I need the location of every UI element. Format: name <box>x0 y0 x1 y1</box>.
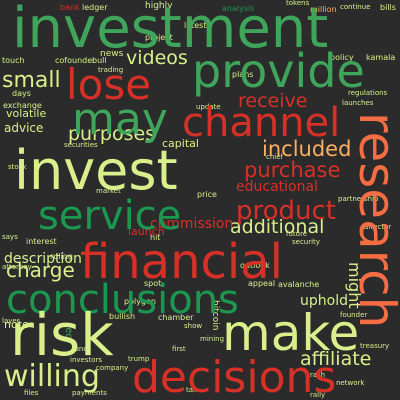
word-lose: lose <box>66 60 152 109</box>
word-description: description <box>4 251 82 267</box>
word-kamala: kamala <box>366 53 396 62</box>
word-tax: tax <box>186 386 198 394</box>
word-bullish: bullish <box>109 312 136 321</box>
word-network: network <box>336 379 365 387</box>
word-purchase: purchase <box>244 158 341 182</box>
word-plans: plans <box>232 70 254 79</box>
word-bills: bills <box>380 3 396 12</box>
word-founder: founder <box>340 311 368 319</box>
word-purposes: purposes <box>68 123 156 145</box>
word-small: small <box>2 68 61 93</box>
word-attorney: attorney <box>2 263 32 271</box>
word-financial: financial <box>80 234 283 290</box>
word-risk: risk <box>10 301 114 369</box>
word-policy: policy <box>330 53 354 62</box>
word-additional: additional <box>230 216 325 238</box>
word-price: price <box>197 190 217 199</box>
word-highly: highly <box>145 1 173 11</box>
word-investment: investment <box>12 0 329 61</box>
word-invest: invest <box>14 139 178 202</box>
word-receive: receive <box>238 90 308 112</box>
word-layer: layer <box>2 317 20 325</box>
word-update: update <box>196 103 221 111</box>
word-polygon: polygon <box>124 297 156 306</box>
word-trading: trading <box>98 66 124 74</box>
word-exchange: exchange <box>3 101 42 110</box>
word-hit: hit <box>150 233 161 242</box>
word-says: says <box>2 233 18 241</box>
word-investors: investors <box>70 356 103 364</box>
word-crash: crash <box>306 371 326 379</box>
word-affiliate: affiliate <box>300 348 372 370</box>
word-cofounder: cofounder <box>55 56 96 65</box>
word-analysis: analysis <box>222 4 255 13</box>
word-sec: sec <box>63 322 74 339</box>
word-volatile: volatile <box>6 107 47 120</box>
word-research: research <box>348 112 400 329</box>
word-charge: charge <box>6 258 75 282</box>
word-avalanche: avalanche <box>278 280 320 289</box>
word-launch: launch <box>128 225 165 238</box>
word-spot: spot <box>144 279 162 288</box>
word-security: security <box>292 238 320 246</box>
word-treasury: treasury <box>360 342 390 350</box>
word-decisions: decisions <box>132 352 337 400</box>
word-files: files <box>24 389 39 397</box>
word-interest: interest <box>26 237 57 246</box>
word-regulations: regulations <box>348 89 388 97</box>
word-bull: bull <box>92 56 107 65</box>
word-videos: videos <box>126 47 188 69</box>
word-market: market <box>96 187 121 195</box>
word-may: may <box>72 94 168 145</box>
word-rally: rally <box>310 391 326 399</box>
word-chamber: chamber <box>158 313 194 322</box>
word-bank: bank <box>60 3 80 12</box>
word-director: director <box>364 223 392 231</box>
word-latest: latest <box>184 21 207 30</box>
word-company: company <box>96 364 129 372</box>
word-channel: channel <box>182 100 341 146</box>
word-first: first <box>172 345 186 353</box>
word-chief: chief <box>266 153 284 161</box>
word-ledger: ledger <box>82 3 108 12</box>
word-touch: touch <box>2 56 25 65</box>
word-days: days <box>12 89 31 98</box>
word-make: make <box>222 304 360 362</box>
word-launches: launches <box>342 99 374 107</box>
word-mining: mining <box>200 335 225 343</box>
word-product: product <box>236 196 337 226</box>
word-news: news <box>100 49 124 59</box>
word-bitcoin: bitcoin <box>210 300 220 331</box>
word-appeal: appeal <box>248 279 276 288</box>
word-willing: willing <box>4 359 100 394</box>
word-million: million <box>310 5 337 14</box>
word-uphold: uphold <box>300 293 348 309</box>
word-securities: securities <box>64 141 98 149</box>
word-ruling: ruling <box>50 252 73 261</box>
word-provide: provide <box>192 44 365 98</box>
word-trump: trump <box>128 355 150 363</box>
word-payments: payments <box>72 389 107 397</box>
word-partnership: partnership <box>338 195 379 203</box>
word-fund: fund <box>72 345 88 353</box>
word-project: project <box>145 33 173 42</box>
word-stock: stock <box>8 163 27 171</box>
word-note: note <box>4 318 29 331</box>
word-tokens: tokens <box>286 0 310 7</box>
word-capital: capital <box>162 137 199 150</box>
word-conclusions: conclusions <box>6 277 239 323</box>
word-educational: educational <box>236 179 318 195</box>
word-future: future <box>286 230 308 238</box>
word-outlook: outlook <box>240 261 270 270</box>
word-advice: advice <box>4 121 44 135</box>
word-continue: continue <box>340 3 371 11</box>
word-commission: commission <box>150 216 234 232</box>
word-service: service <box>38 193 182 239</box>
word-might: might <box>345 262 364 309</box>
word-included: included <box>262 137 352 161</box>
word-show: show <box>184 322 203 330</box>
